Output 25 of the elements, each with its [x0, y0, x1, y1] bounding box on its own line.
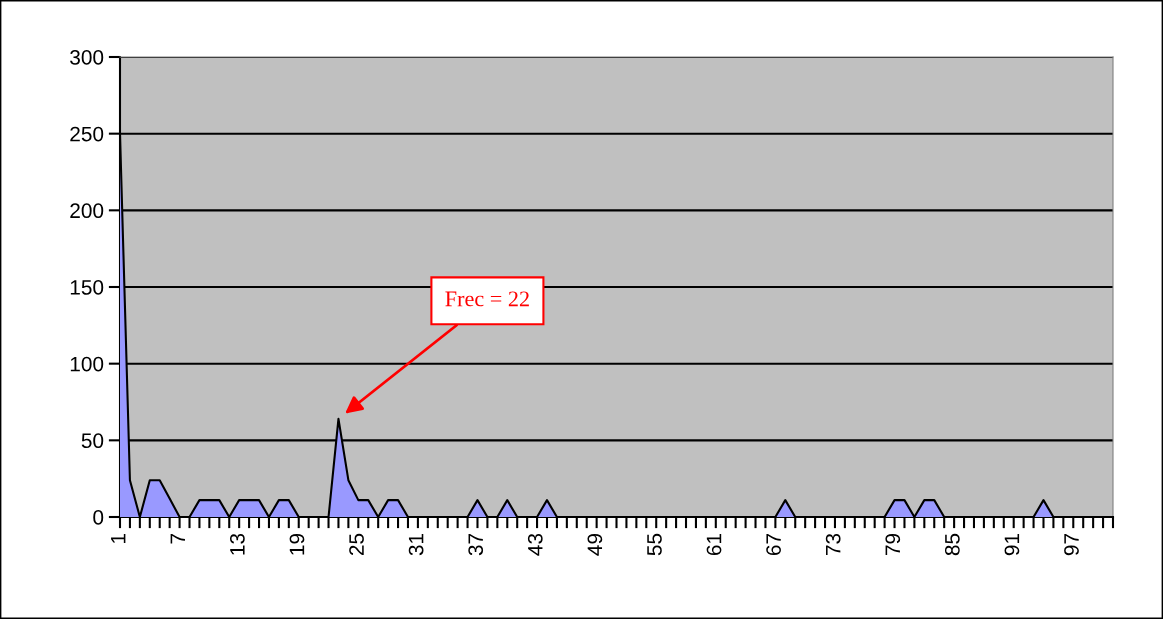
x-tick-label: 25 — [349, 533, 364, 556]
y-tick-label: 0 — [93, 510, 104, 525]
x-tick-label: 67 — [766, 534, 781, 556]
x-tick-label: 13 — [230, 533, 245, 555]
x-tick-label: 97 — [1064, 534, 1079, 556]
x-tick-label: 55 — [647, 533, 662, 556]
x-tick-label: 1 — [111, 533, 126, 543]
x-tick-label: 79 — [885, 533, 901, 556]
x-tick-label: 19 — [289, 533, 305, 555]
x-tick-label: 91 — [1004, 533, 1020, 556]
y-tick-label: 100 — [70, 356, 104, 372]
x-tick-label: 85 — [944, 533, 960, 556]
x-tick-label: 61 — [706, 533, 722, 556]
y-tick-label: 200 — [70, 203, 104, 219]
y-tick-label: 50 — [81, 433, 104, 449]
annotation: Frec = 22 — [445, 291, 529, 307]
x-tick-label: 43 — [527, 533, 543, 556]
y-tick-label: 250 — [70, 126, 104, 142]
x-tick-label: 73 — [825, 533, 841, 556]
x-tick-label: 7 — [170, 534, 185, 544]
x-tick-label: 37 — [468, 534, 484, 556]
x-tick-label: 49 — [587, 533, 603, 556]
y-tick-label: 300 — [70, 50, 104, 65]
x-tick-label: 31 — [408, 533, 424, 556]
y-tick-label: 150 — [70, 280, 104, 295]
